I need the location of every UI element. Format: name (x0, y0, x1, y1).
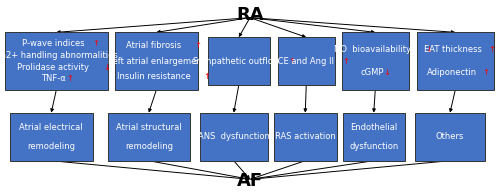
Text: remodeling: remodeling (125, 142, 173, 151)
Text: Sympathetic outflow: Sympathetic outflow (192, 57, 280, 66)
Text: ↑: ↑ (92, 39, 99, 48)
Text: ↓: ↓ (383, 68, 390, 77)
Text: ↑: ↑ (488, 45, 495, 54)
Bar (342, 113, 405, 161)
Text: AF: AF (237, 172, 263, 190)
Bar (278, 37, 335, 85)
Bar (342, 32, 409, 90)
Bar (416, 32, 494, 90)
Text: ↑: ↑ (288, 57, 296, 66)
Text: ANS  dysfunction: ANS dysfunction (198, 132, 270, 141)
Text: Ca2+ handling abnormalities: Ca2+ handling abnormalities (0, 51, 118, 60)
Text: ↑: ↑ (482, 68, 490, 77)
Text: cGMP: cGMP (360, 68, 384, 77)
Text: RA: RA (236, 6, 264, 24)
Text: Endothelial: Endothelial (350, 123, 398, 132)
Bar (415, 113, 485, 161)
Text: Atrial structural: Atrial structural (116, 123, 182, 132)
Text: Left atrial enlargement: Left atrial enlargement (108, 57, 205, 66)
Text: P-wave indices: P-wave indices (22, 39, 85, 48)
Text: dysfunction: dysfunction (349, 142, 399, 151)
Text: ↓: ↓ (103, 63, 110, 72)
Bar (274, 113, 336, 161)
Text: TNF-α: TNF-α (41, 74, 66, 83)
Text: Prolidase activity: Prolidase activity (18, 63, 90, 72)
Bar (5, 32, 108, 90)
Text: Atrial fibrosis: Atrial fibrosis (126, 41, 181, 50)
Text: ↑: ↑ (194, 41, 202, 50)
Text: remodeling: remodeling (28, 142, 75, 151)
Text: Adiponectin: Adiponectin (428, 68, 478, 77)
Text: ↑: ↑ (342, 57, 349, 66)
Text: Insulin resistance: Insulin resistance (116, 72, 190, 81)
Text: ↑: ↑ (203, 72, 210, 81)
Bar (115, 32, 198, 90)
Text: Atrial electrical: Atrial electrical (20, 123, 83, 132)
Text: Others: Others (436, 132, 464, 141)
Bar (200, 113, 268, 161)
Text: ↓: ↓ (425, 45, 432, 54)
Text: ↑: ↑ (66, 74, 73, 83)
Bar (208, 37, 270, 85)
Bar (10, 113, 92, 161)
Text: NO  bioavailability: NO bioavailability (334, 45, 411, 54)
Text: ACE and Ang II: ACE and Ang II (272, 57, 334, 66)
Text: RAS activation: RAS activation (275, 132, 336, 141)
Bar (108, 113, 190, 161)
Text: EAT thickness: EAT thickness (424, 45, 482, 54)
